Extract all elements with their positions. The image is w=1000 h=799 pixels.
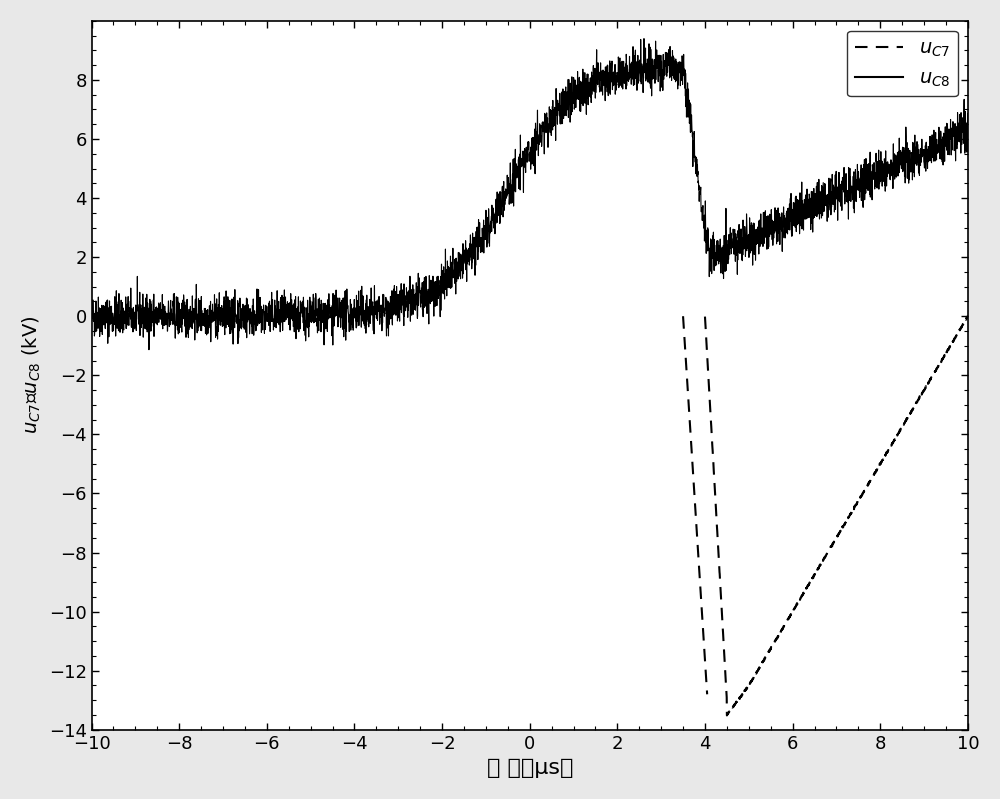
Line: $u_{C7}$: $u_{C7}$ [705, 316, 968, 715]
$u_{C8}$ [935, 154, 947, 164]
$u_{C7}$ [699, 312, 711, 321]
$u_{C7}$ [730, 697, 742, 706]
Line: $u_{C8}$: $u_{C8}$ [92, 38, 968, 350]
$u_{C8}$ [638, 34, 650, 43]
$u_{C8}$ [454, 263, 466, 272]
$u_{C8}$ [461, 245, 473, 255]
$u_{C8}$ [723, 255, 735, 264]
$u_{C8}$ [86, 306, 98, 316]
$u_{C8}$ [502, 189, 514, 198]
$u_{C7}$ [816, 558, 828, 567]
$u_{C8}$ [143, 345, 155, 355]
X-axis label: 时 间（μs）: 时 间（μs） [487, 758, 573, 778]
Legend: $u_{C7}$, $u_{C8}$: $u_{C7}$, $u_{C8}$ [847, 30, 958, 97]
$u_{C8}$ [892, 161, 904, 170]
$u_{C7}$ [811, 566, 823, 576]
$u_{C8}$ [962, 121, 974, 131]
$u_{C7}$ [849, 502, 861, 511]
$u_{C7}$ [719, 668, 731, 678]
Y-axis label: $u_{C7}$，$u_{C8}$ (kV): $u_{C7}$，$u_{C8}$ (kV) [21, 316, 43, 435]
$u_{C7}$ [721, 710, 733, 720]
$u_{C7}$ [962, 311, 974, 320]
$u_{C7}$ [821, 549, 833, 559]
